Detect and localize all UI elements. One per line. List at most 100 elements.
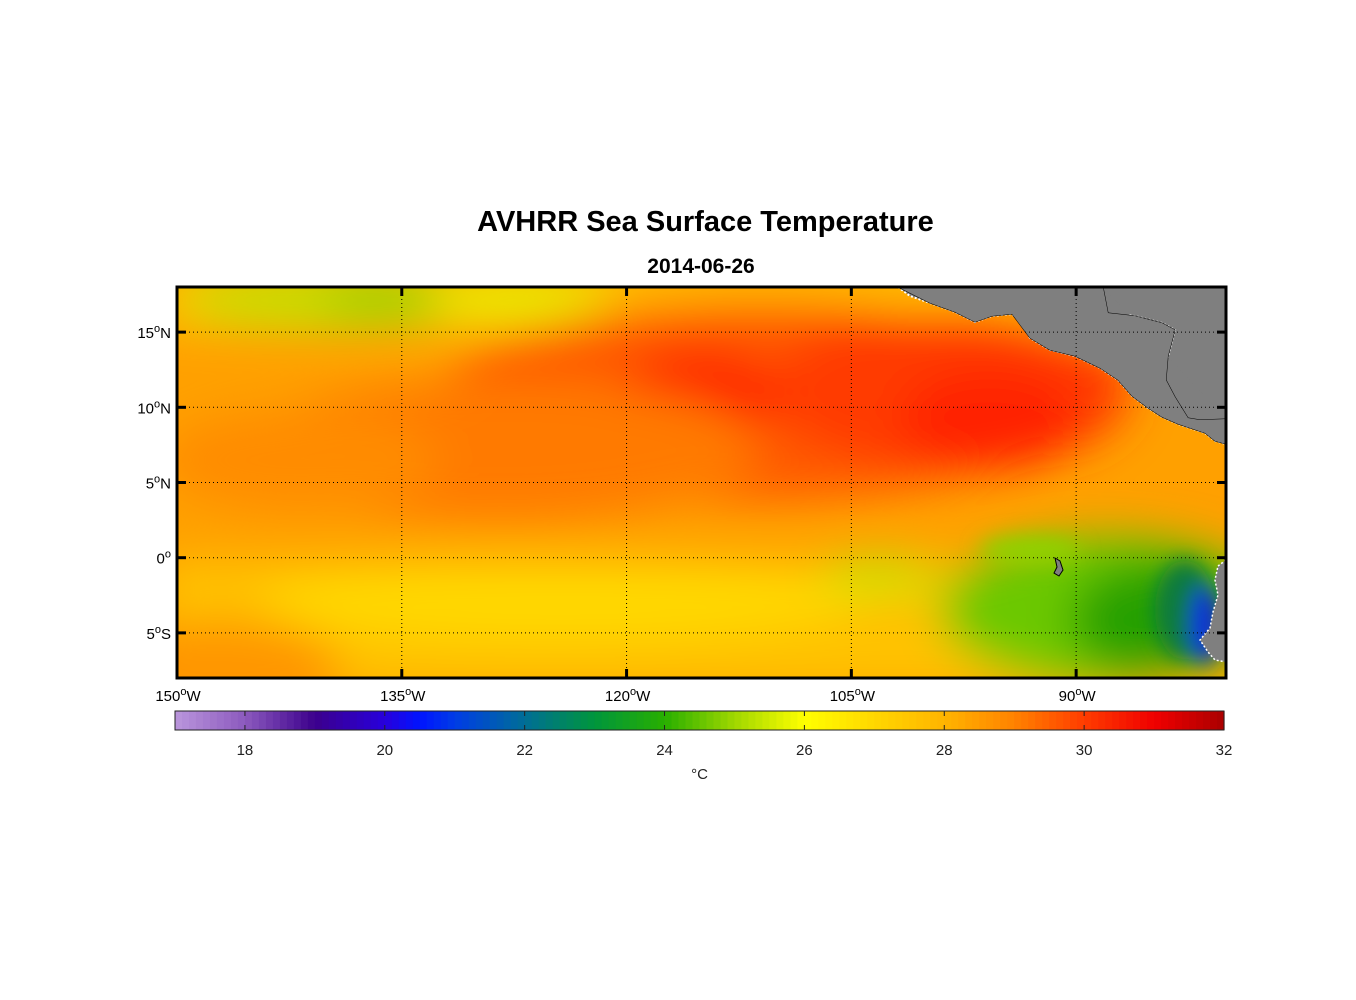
colorbar-segment [1147, 711, 1155, 730]
colorbar-segment [657, 711, 666, 730]
colorbar-segment [1063, 711, 1071, 730]
colorbar-segment [594, 711, 603, 730]
colorbar-segment [237, 711, 246, 730]
colorbar-segment [1126, 711, 1134, 730]
colorbar-segment [1028, 711, 1036, 730]
colorbar-segment [321, 711, 330, 730]
colorbar-segment [279, 711, 288, 730]
colorbar-segment [797, 711, 805, 730]
colorbar-segment [776, 711, 785, 730]
colorbar-segment [846, 711, 854, 730]
colorbar-segment [545, 711, 554, 730]
colorbar-segment [1077, 711, 1085, 730]
colorbar-segment [524, 711, 533, 730]
x-tick-label: 120oW [605, 686, 651, 705]
colorbar-segment [1203, 711, 1211, 730]
colorbar-segment [1007, 711, 1015, 730]
colorbar-segment [482, 711, 491, 730]
colorbar-segment [370, 711, 379, 730]
colorbar-segment [1189, 711, 1197, 730]
colorbar-segment [412, 711, 421, 730]
colorbar-segment [790, 711, 799, 730]
colorbar-segment [860, 711, 868, 730]
colorbar-segment [244, 711, 253, 730]
colorbar-segment [335, 711, 344, 730]
chart-subtitle: 2014-06-26 [647, 255, 755, 278]
colorbar-segment [965, 711, 973, 730]
colorbar-segment [552, 711, 561, 730]
colorbar-segment [503, 711, 512, 730]
colorbar-segment [944, 711, 952, 730]
chart-title: AVHRR Sea Surface Temperature [477, 206, 934, 238]
colorbar-segment [447, 711, 456, 730]
colorbar-segment [1154, 711, 1162, 730]
colorbar-segment [811, 711, 819, 730]
colorbar-segment [664, 711, 673, 730]
colorbar-segment [538, 711, 547, 730]
x-axis-labels: 150oW 135oW 120oW 105oW 90oW [155, 686, 1096, 705]
colorbar: 18 20 22 24 26 28 30 32 °C [174, 710, 1233, 783]
colorbar-segment [1217, 711, 1225, 730]
colorbar-segment [251, 711, 260, 730]
colorbar-segment [175, 711, 183, 730]
colorbar-segment [874, 711, 882, 730]
colorbar-segment [573, 711, 582, 730]
colorbar-segment [195, 711, 204, 730]
graticule [177, 287, 1226, 678]
colorbar-segment [1196, 711, 1204, 730]
colorbar-tick-label: 32 [1216, 742, 1233, 759]
colorbar-segment [1056, 711, 1064, 730]
colorbar-segment [272, 711, 281, 730]
colorbar-segment [1182, 711, 1190, 730]
colorbar-segment [377, 711, 386, 730]
colorbar-segment [342, 711, 351, 730]
colorbar-tick-label: 20 [376, 742, 393, 759]
colorbar-segment [181, 711, 190, 730]
colorbar-segment [1021, 711, 1029, 730]
colorbar-segment [853, 711, 861, 730]
colorbar-segment [314, 711, 323, 730]
y-tick-label: 10oN [137, 398, 171, 417]
colorbar-segment [398, 711, 407, 730]
sst-field [177, 287, 1226, 678]
colorbar-tick-label: 18 [237, 742, 254, 759]
colorbar-segment [734, 711, 743, 730]
colorbar-segment [489, 711, 498, 730]
colorbar-segment [608, 711, 617, 730]
colorbar-segment [881, 711, 889, 730]
colorbar-segment [622, 711, 631, 730]
land-central-america-fill [898, 287, 1226, 444]
colorbar-tick-label: 26 [796, 742, 813, 759]
colorbar-segment [972, 711, 980, 730]
colorbar-tick-label: 30 [1076, 742, 1093, 759]
colorbar-segment [1140, 711, 1148, 730]
colorbar-segment [293, 711, 302, 730]
colorbar-segment [454, 711, 463, 730]
colorbar-segment [1168, 711, 1176, 730]
land-masses [896, 287, 1226, 663]
colorbar-segment [762, 711, 771, 730]
colorbar-segment [783, 711, 792, 730]
colorbar-segment [685, 711, 694, 730]
colorbar-segment [384, 711, 393, 730]
colorbar-tick-label: 24 [656, 742, 673, 759]
colorbar-segment [825, 711, 833, 730]
colorbar-segment [188, 711, 197, 730]
colorbar-segment [1105, 711, 1113, 730]
x-tick-label: 135oW [380, 686, 426, 705]
colorbar-segment [475, 711, 484, 730]
colorbar-segment [671, 711, 680, 730]
colorbar-segment [713, 711, 722, 730]
colorbar-segment [699, 711, 708, 730]
colorbar-segment [1042, 711, 1050, 730]
colorbar-segment [937, 711, 945, 730]
colorbar-segment [426, 711, 435, 730]
colorbar-segment [209, 711, 218, 730]
colorbar-segment [818, 711, 826, 730]
colorbar-segment [629, 711, 638, 730]
colorbar-segment [643, 711, 652, 730]
colorbar-segment [706, 711, 715, 730]
colorbar-segment [265, 711, 274, 730]
x-tick-label: 105oW [830, 686, 876, 705]
colorbar-segment [1098, 711, 1106, 730]
